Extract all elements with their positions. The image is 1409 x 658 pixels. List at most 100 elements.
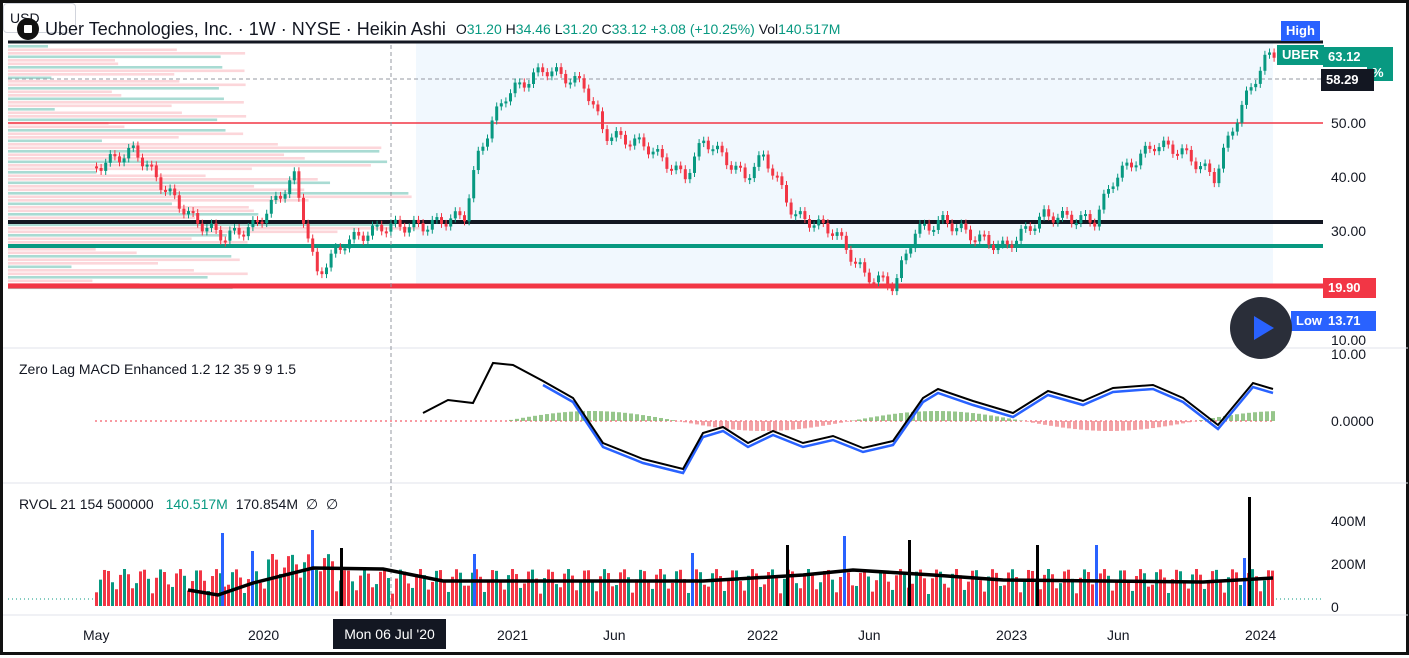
rvol-bar xyxy=(143,570,146,606)
rvol-bar xyxy=(1267,570,1270,606)
candle-body xyxy=(1102,194,1105,210)
candle-body xyxy=(527,84,530,88)
candle-body xyxy=(845,236,848,250)
symbol-tag: UBER xyxy=(1277,45,1324,65)
replay-play-button[interactable] xyxy=(1230,297,1292,359)
rvol-bar xyxy=(1211,571,1214,606)
volume-profile-bar xyxy=(8,73,174,76)
rvol-bar xyxy=(403,572,406,606)
time-axis-label: May xyxy=(83,627,109,643)
volume-profile-bar xyxy=(8,129,226,132)
rvol-bar xyxy=(323,558,326,606)
macd-histogram-bar xyxy=(623,413,627,421)
time-axis-label: 2024 xyxy=(1245,627,1276,643)
candle-body xyxy=(380,225,383,232)
macd-histogram-bar xyxy=(869,417,873,421)
candle-body xyxy=(606,129,609,141)
rvol-bar xyxy=(319,571,322,606)
macd-histogram-bar xyxy=(989,415,993,421)
rvol-bar xyxy=(375,584,378,606)
rvol-bar xyxy=(611,586,614,606)
candle-body xyxy=(1038,217,1041,229)
crosshair-date-label: Mon 06 Jul '20 xyxy=(333,619,446,649)
volume-profile-bar xyxy=(8,234,227,237)
rvol-bar xyxy=(467,586,470,606)
volume-profile-bar xyxy=(8,171,96,174)
candle-body xyxy=(647,146,650,154)
rvol-bar xyxy=(411,588,414,606)
rvol-bar xyxy=(1239,585,1242,606)
candle-body xyxy=(109,154,112,163)
rvol-bar xyxy=(287,556,290,606)
candle-body xyxy=(573,76,576,83)
rvol-value-1: 140.517M xyxy=(166,496,228,512)
rvol-bar xyxy=(1223,593,1226,606)
price-axis-tick: 30.00 xyxy=(1331,223,1366,239)
macd-histogram-bar xyxy=(1235,414,1239,421)
candle-body xyxy=(937,220,940,230)
candle-body xyxy=(1079,215,1082,223)
candle-body xyxy=(675,166,678,171)
candle-body xyxy=(587,89,590,102)
candle-body xyxy=(1153,149,1156,151)
symbol-title[interactable]: Uber Technologies, Inc. · 1W · NYSE · He… xyxy=(45,19,446,40)
rvol-bar xyxy=(1019,592,1022,606)
candle-body xyxy=(537,67,540,72)
candle-body xyxy=(481,147,484,151)
candle-body xyxy=(150,165,153,167)
candle-body xyxy=(1213,172,1216,183)
candle-body xyxy=(1227,136,1230,148)
volume-profile-bar xyxy=(8,269,194,272)
macd-histogram-bar xyxy=(593,411,597,421)
volume-profile-bar xyxy=(8,87,219,90)
rvol-bar xyxy=(647,583,650,606)
macd-histogram-bar xyxy=(1031,421,1035,423)
time-axis-label: 2020 xyxy=(248,627,279,643)
rvol-title[interactable]: RVOL 21 154 500000 140.517M 170.854M ∅ ∅ xyxy=(19,496,338,513)
rvol-bar xyxy=(211,576,214,606)
rvol-bar xyxy=(343,570,346,606)
candle-body xyxy=(371,226,374,236)
macd-histogram-bar xyxy=(1067,421,1071,428)
macd-histogram-bar xyxy=(1259,412,1263,421)
candle-body xyxy=(803,211,806,219)
macd-histogram-bar xyxy=(1163,421,1167,426)
macd-histogram-bar xyxy=(1061,421,1065,428)
candle-body xyxy=(504,101,507,103)
rvol-bar xyxy=(103,570,106,606)
macd-title[interactable]: Zero Lag MACD Enhanced 1.2 12 35 9 9 1.5 xyxy=(19,361,296,377)
volume-profile-bar xyxy=(8,213,258,216)
volume-profile-bar xyxy=(8,66,222,69)
candle-body xyxy=(849,250,852,262)
candle-body xyxy=(932,230,935,232)
macd-histogram-bar xyxy=(731,421,735,429)
candle-body xyxy=(1107,189,1110,194)
rvol-bar xyxy=(703,585,706,606)
macd-histogram-bar xyxy=(917,412,921,421)
candle-body xyxy=(412,220,415,227)
candle-body xyxy=(320,271,323,274)
rvol-bar xyxy=(895,575,898,606)
rvol-bar xyxy=(575,590,578,606)
candle-body xyxy=(1089,214,1092,223)
time-axis-label: 2022 xyxy=(747,627,778,643)
candle-body xyxy=(95,166,98,168)
macd-histogram-bar xyxy=(689,421,693,423)
candle-body xyxy=(1240,105,1243,123)
macd-histogram-bar xyxy=(773,421,777,431)
candle-body xyxy=(624,135,627,145)
chart-canvas[interactable] xyxy=(3,3,1409,658)
macd-histogram-bar xyxy=(695,421,699,424)
rvol-bar xyxy=(355,590,358,606)
rvol-bar xyxy=(499,582,502,606)
rvol-bar xyxy=(987,576,990,606)
rvol-bar xyxy=(307,554,310,606)
candle-body xyxy=(215,224,218,230)
rvol-bar xyxy=(439,570,442,606)
low-tag: Low xyxy=(1291,311,1327,331)
macd-histogram-bar xyxy=(749,421,753,431)
candle-body xyxy=(1208,163,1211,172)
rvol-bar xyxy=(991,569,994,606)
rvol-bar xyxy=(351,581,354,606)
